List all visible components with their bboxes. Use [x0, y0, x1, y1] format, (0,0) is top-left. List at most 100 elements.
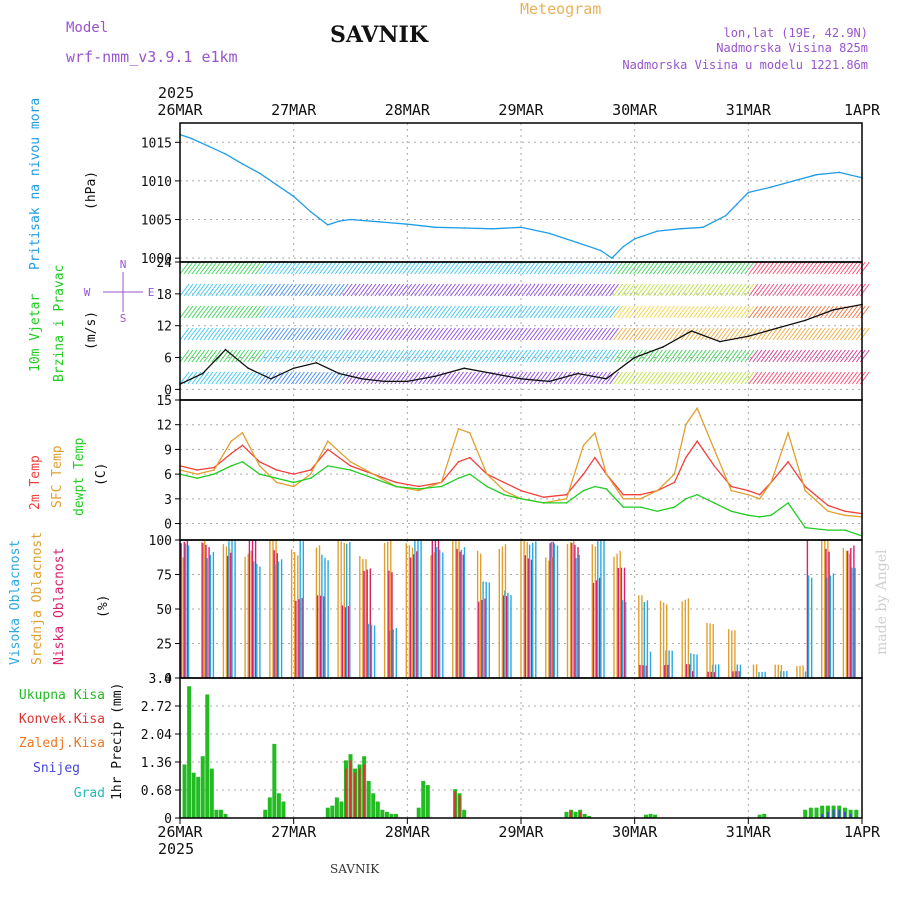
wind-barb	[259, 261, 269, 275]
x-tick-label-top: 30MAR	[612, 101, 658, 119]
wind-barb	[505, 305, 516, 319]
wind-barb	[442, 371, 452, 385]
wind-barb	[609, 349, 620, 363]
wind-barb	[366, 327, 377, 341]
wind-barb	[585, 261, 596, 275]
legend-snow: Snijeg	[33, 761, 80, 776]
wind-barb	[832, 327, 842, 341]
wind-barb	[470, 283, 480, 297]
series-point	[417, 485, 420, 488]
series-point	[463, 227, 465, 229]
wind-barb	[720, 349, 731, 363]
wind-barb	[199, 261, 210, 275]
wind-barb	[366, 261, 377, 275]
wind-barb	[235, 371, 246, 385]
wind-barb	[306, 371, 317, 385]
wind-barb	[549, 349, 560, 363]
series-point	[275, 477, 278, 480]
wind-barb	[462, 261, 472, 275]
wind-barb	[740, 349, 751, 363]
wind-barb	[541, 371, 552, 385]
wind-barb	[501, 349, 512, 363]
series-point	[770, 186, 772, 188]
wind-barb	[645, 349, 655, 363]
precip-bar	[825, 805, 830, 818]
wind-barb	[593, 371, 604, 385]
wind-barb	[855, 283, 866, 297]
wind-barb	[223, 283, 234, 297]
wind-barb	[283, 283, 293, 297]
wind-barb	[537, 371, 548, 385]
wind-barb	[398, 261, 409, 275]
wind-barb	[796, 371, 807, 385]
series-point	[827, 504, 829, 507]
series-point	[196, 477, 198, 480]
y-tick-label: 1000	[141, 252, 172, 267]
wind-barb	[247, 283, 258, 297]
wind-barb	[386, 283, 397, 297]
series-point	[213, 466, 215, 469]
x-tick-label-bottom: 31MAR	[726, 823, 772, 841]
wind-barb	[732, 327, 743, 341]
wind-barb	[410, 349, 421, 363]
wind-barb	[780, 371, 791, 385]
wind-barb	[728, 305, 739, 319]
wind-barb	[537, 349, 548, 363]
wind-barb	[310, 371, 321, 385]
wind-barb	[450, 349, 460, 363]
wind-barb	[760, 371, 771, 385]
precip-bar	[276, 793, 281, 818]
wind-barb	[505, 283, 516, 297]
precip-bar	[363, 764, 366, 818]
wind-barb	[792, 283, 803, 297]
wind-barb	[354, 261, 365, 275]
wind-barb	[621, 327, 631, 341]
wind-barb	[780, 261, 791, 275]
wind-barb	[589, 283, 600, 297]
wind-barb	[211, 371, 222, 385]
wind-barb	[434, 327, 445, 341]
wind-barb	[744, 305, 755, 319]
wind-barb	[605, 349, 616, 363]
wind-barb	[366, 305, 377, 319]
wind-barb	[728, 261, 739, 275]
series-point	[542, 496, 545, 498]
wind-barb	[466, 283, 476, 297]
wind-barb	[271, 371, 281, 385]
wind-barb	[279, 371, 289, 385]
wind-barb	[458, 327, 468, 341]
wind-barb	[684, 305, 695, 319]
wind-barb	[645, 305, 655, 319]
wind-barb	[517, 261, 528, 275]
wind-barb	[466, 305, 476, 319]
wind-barb	[613, 349, 624, 363]
x-tick-label-bottom: 29MAR	[498, 823, 544, 841]
wind-barb	[231, 283, 242, 297]
wind-barb	[621, 283, 631, 297]
wind-barb	[187, 327, 198, 341]
series-point	[685, 456, 687, 459]
wind-barb	[577, 305, 588, 319]
wind-barb	[489, 261, 500, 275]
series-point	[361, 377, 363, 380]
wind-barb	[808, 349, 818, 363]
series-point	[577, 241, 579, 244]
series-point	[326, 448, 329, 451]
wind-barb	[346, 349, 357, 363]
wind-barb	[287, 327, 297, 341]
wind-barb	[847, 261, 858, 275]
wind-barb	[776, 349, 787, 363]
series-point	[349, 465, 352, 467]
wind-barb	[836, 349, 846, 363]
series-point	[594, 485, 596, 488]
wind-barb	[525, 261, 536, 275]
wind-barb	[764, 305, 775, 319]
wind-barb	[688, 261, 699, 275]
series-point	[844, 529, 846, 531]
legend-conv-rain: Konvek.Kisa	[18, 712, 105, 727]
wind-barb	[609, 261, 620, 275]
wind-barb	[637, 327, 647, 341]
wind-barb	[664, 327, 675, 341]
series-point	[309, 477, 312, 480]
wind-barb	[470, 261, 480, 275]
